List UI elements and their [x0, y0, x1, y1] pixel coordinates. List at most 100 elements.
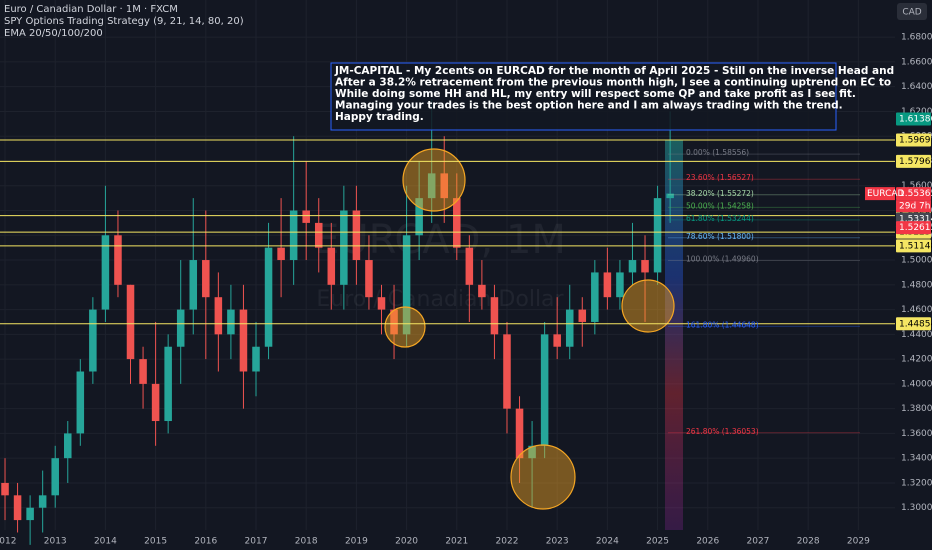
candle-body — [314, 222, 323, 248]
candle-body — [528, 445, 536, 459]
candle-body — [214, 297, 223, 335]
price-tag-label: 1.59697 — [899, 135, 932, 145]
watermark: EURCAD, 1M — [314, 217, 566, 263]
x-tick-label: 2018 — [295, 537, 318, 547]
price-tag-label: 1.52615 — [899, 223, 932, 233]
currency-button[interactable] — [897, 3, 927, 20]
candle-body — [515, 408, 524, 459]
x-tick-label: 2019 — [345, 537, 368, 547]
candle-body — [415, 198, 423, 236]
x-tick-label: 2024 — [596, 537, 619, 547]
annotation-line: After a 38.2% retracement from the previ… — [335, 77, 932, 89]
candle-body — [164, 346, 172, 422]
price-tag — [896, 187, 931, 201]
price-tag-label: 1.55365 — [899, 189, 932, 199]
candle-body — [126, 284, 135, 360]
annotation-line: JM-CAPITAL - My 2cents on EURCAD for the… — [334, 65, 932, 77]
x-tick-label: 2029 — [847, 537, 870, 547]
fib-label: 100.00% (1.49960) — [686, 255, 759, 264]
symbol-label: EURCAD — [867, 189, 905, 199]
candle-body — [540, 334, 549, 446]
watermark-sub: Euro / Canadian Dollar — [316, 287, 564, 312]
circle — [621, 279, 675, 333]
x-tick-label: 2016 — [194, 537, 217, 547]
y-tick-label: 1.62000 — [901, 107, 932, 117]
y-tick-label: 1.34000 — [901, 454, 932, 464]
y-tick-label: 1.50000 — [901, 256, 932, 266]
candle-body — [478, 284, 486, 298]
y-tick-label: 1.36000 — [901, 429, 932, 439]
price-tag-label: 1.51148 — [899, 241, 932, 251]
candle-body — [666, 193, 674, 199]
candle-body — [51, 458, 59, 496]
price-tag — [896, 239, 931, 253]
x-tick-label: 2021 — [445, 537, 468, 547]
indicator: EMA 20/50/100/200 — [4, 28, 103, 39]
candle-body — [327, 247, 336, 285]
fib-label: 38.20% (1.55272) — [686, 189, 754, 198]
y-tick-label: 1.32000 — [901, 478, 932, 488]
x-tick-label: 2027 — [747, 537, 770, 547]
fib-label: 78.60% (1.51800) — [686, 232, 754, 241]
fib-label: 50.00% (1.54258) — [686, 201, 754, 210]
fib-label: 161.80% (1.44648) — [686, 320, 759, 329]
price-tag-label: 1.57969 — [899, 157, 932, 167]
candle-body — [377, 297, 386, 310]
price-tag — [896, 112, 931, 126]
candle-body — [13, 495, 22, 521]
candle-body — [641, 260, 649, 273]
candle-body — [352, 210, 361, 261]
candle-body — [264, 247, 273, 347]
x-tick-label: 2022 — [496, 537, 519, 547]
candle-body — [202, 260, 210, 298]
candle-body — [453, 198, 461, 248]
candle-body — [151, 383, 160, 422]
candle-body — [114, 235, 122, 285]
candle-body — [289, 210, 298, 261]
candle-body — [440, 173, 449, 199]
y-tick-label: 1.30000 — [901, 503, 932, 513]
x-tick-label: 2017 — [245, 537, 268, 547]
x-tick-label: 2020 — [395, 537, 418, 547]
candle-body — [176, 309, 185, 347]
candle-body — [277, 247, 285, 261]
fib-label: 61.80% (1.53244) — [686, 214, 754, 223]
candle-body — [26, 507, 34, 521]
candle-body — [252, 346, 260, 372]
candle-body — [653, 198, 662, 273]
candle-body — [616, 272, 624, 298]
candle-body — [1, 482, 9, 496]
candle-body — [490, 297, 499, 335]
y-tick-label: 1.64000 — [901, 82, 932, 92]
x-tick-label: 2023 — [546, 537, 569, 547]
annotation: JM-CAPITAL - My 2cents on EURCAD for the… — [334, 65, 932, 123]
annotation-line: Managing your trades is the best option … — [335, 100, 843, 112]
countdown-tag — [896, 200, 931, 213]
annotation-line: Happy trading. — [335, 111, 424, 123]
y-tick-label: 1.66000 — [901, 57, 932, 67]
chart-title: Euro / Canadian Dollar · 1M · FXCM — [4, 4, 178, 15]
fib-label: 261.80% (1.36053) — [686, 427, 759, 436]
candle-body — [503, 334, 511, 409]
candle-body — [76, 371, 85, 434]
annotation-box — [330, 62, 837, 131]
y-tick-label: 1.40000 — [901, 379, 932, 389]
currency[interactable]: CAD — [902, 8, 921, 18]
candle-body — [465, 247, 474, 285]
price-tag — [896, 221, 931, 235]
x-tick-label: 2013 — [44, 537, 67, 547]
price-tag-label: 1.44854 — [899, 319, 932, 329]
candle-body — [578, 309, 587, 322]
x-tick-label: 2026 — [696, 537, 719, 547]
candle-body — [402, 235, 411, 335]
fib-label: 0.00% (1.58556) — [686, 148, 749, 157]
candle-body — [189, 260, 198, 310]
candle-body — [239, 309, 248, 372]
candle-body — [591, 272, 599, 322]
x-tick-label: 2028 — [797, 537, 820, 547]
x-tick-label: 2012 — [0, 537, 16, 547]
annotation-line: While doing some HH and HL, my entry wil… — [335, 88, 856, 100]
candle-body — [227, 309, 235, 335]
